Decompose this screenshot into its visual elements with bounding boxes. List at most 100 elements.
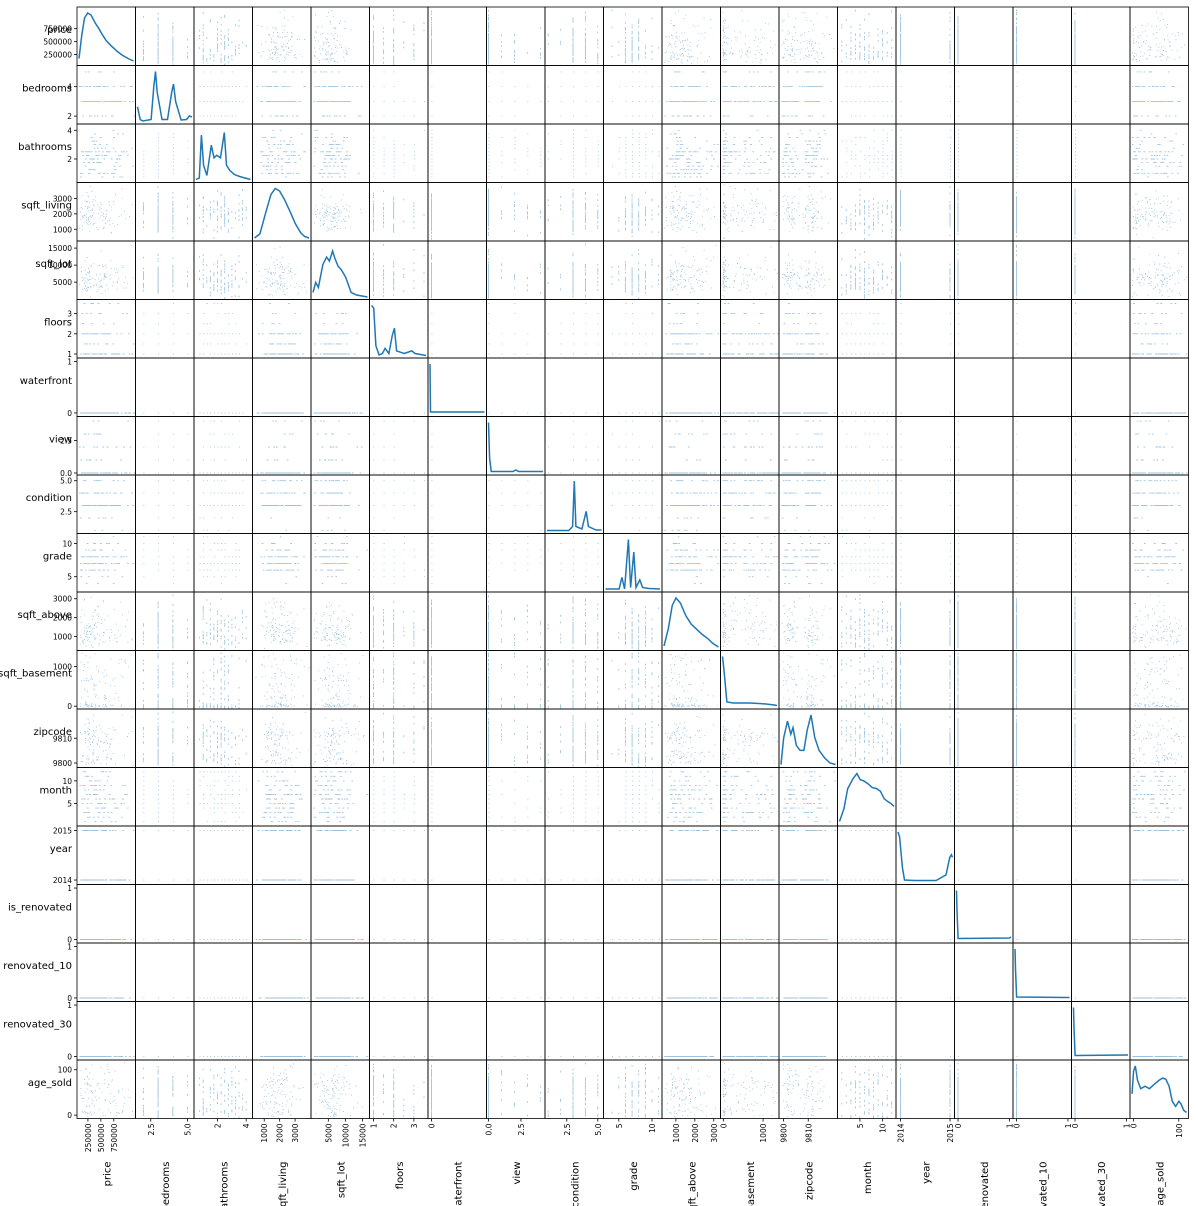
- cell-sqft_above-vs-renovated_10: [1012, 591, 1072, 651]
- scatter-points: [722, 184, 778, 239]
- scatter-points: [618, 599, 660, 651]
- cell-sqft_living-vs-floors: [369, 182, 429, 242]
- scatter-points: [142, 1066, 189, 1118]
- cell-renovated_30-vs-sqft_living: [252, 1001, 312, 1061]
- cell-frame: [1071, 533, 1131, 593]
- cell-sqft_above-vs-condition: [544, 591, 604, 651]
- cell-condition-vs-age_sold: [1129, 474, 1189, 534]
- cell-bathrooms-vs-sqft_basement: [720, 123, 780, 183]
- cell-frame: [1129, 591, 1189, 651]
- x-axis-label: age_sold: [1155, 1162, 1166, 1206]
- scatter-points: [781, 830, 837, 881]
- cell-floors-vs-bathrooms: [193, 299, 253, 359]
- cell-renovated_10-vs-grade: [603, 942, 663, 1002]
- cell-grade-vs-floors: [369, 533, 429, 593]
- scatter-points: [664, 10, 712, 64]
- scatter-points: [1133, 654, 1184, 708]
- cell-renovated_10-vs-zipcode: [778, 942, 838, 1002]
- cell-year-vs-sqft_lot: [310, 825, 370, 885]
- cell-frame: [954, 1001, 1014, 1061]
- cell-frame: [310, 474, 370, 534]
- scatter-points: [488, 712, 541, 767]
- cell-sqft_living-vs-waterfront: [427, 182, 487, 242]
- cell-grade-vs-sqft_lot: [310, 533, 370, 593]
- cell-frame: [135, 650, 195, 710]
- cell-year-vs-condition: [544, 825, 604, 885]
- cell-year-vs-sqft_above: [661, 825, 721, 885]
- cell-frame: [895, 416, 955, 476]
- cell-sqft_lot-vs-renovated_30: [1071, 240, 1131, 300]
- cell-sqft_lot-vs-is_renovated: [954, 240, 1014, 300]
- cell-frame: [603, 474, 663, 534]
- cell-bathrooms-vs-age_sold: [1129, 123, 1189, 183]
- scatter-points: [548, 536, 599, 584]
- cell-frame: [895, 474, 955, 534]
- cell-frame: [1071, 1001, 1131, 1061]
- scatter-points: [547, 655, 599, 709]
- matrix-cells: [76, 6, 1189, 1119]
- cell-frame: [954, 825, 1014, 885]
- cell-frame: [1012, 591, 1072, 651]
- kde-curve-floors: [370, 305, 427, 357]
- cell-view-vs-sqft_living: [252, 416, 312, 476]
- cell-zipcode-vs-floors: [369, 708, 429, 768]
- y-tick-label: 4: [67, 83, 72, 92]
- scatter-points: [664, 830, 719, 881]
- y-tick-label: 1000: [53, 662, 72, 671]
- cell-floors-vs-price: [76, 299, 136, 359]
- x-tick-label: 1: [370, 1123, 379, 1128]
- cell-sqft_basement-vs-bathrooms: [193, 650, 253, 710]
- x-tick-label: 1000: [672, 1123, 681, 1142]
- scatter-points: [373, 771, 415, 823]
- scatter-points: [548, 771, 599, 823]
- scatter-points: [142, 594, 189, 649]
- cell-frame: [1071, 650, 1131, 710]
- cell-zipcode-vs-condition: [544, 708, 604, 768]
- cell-frame: [837, 65, 897, 125]
- cell-frame: [544, 767, 604, 827]
- x-axis-label: sqft_above: [687, 1162, 698, 1206]
- cell-frame: [486, 942, 546, 1002]
- cell-frame: [252, 884, 312, 944]
- cell-frame: [369, 650, 429, 710]
- cell-frame: [310, 1001, 370, 1061]
- cell-zipcode-vs-age_sold: [1129, 708, 1189, 768]
- scatter-points: [782, 186, 831, 233]
- cell-frame: [1012, 416, 1072, 476]
- cell-zipcode-vs-sqft_basement: [720, 708, 780, 768]
- cell-frame: [895, 884, 955, 944]
- cell-frame: [720, 182, 780, 242]
- cell-frame: [778, 240, 838, 300]
- kde-curve-renovated_30: [1072, 1007, 1128, 1057]
- x-tick-label: 10000: [341, 1123, 350, 1147]
- cell-frame: [1012, 1059, 1072, 1119]
- cell-frame: [603, 825, 663, 885]
- cell-age_sold-vs-month: [837, 1059, 897, 1119]
- cell-sqft_basement-vs-bedrooms: [135, 650, 195, 710]
- scatter-points: [314, 536, 369, 584]
- scatter-points: [488, 9, 541, 65]
- cell-frame: [544, 123, 604, 183]
- y-tick-label: 1: [67, 1001, 72, 1010]
- scatter-points: [314, 653, 364, 708]
- cell-floors-vs-sqft_basement: [720, 299, 780, 359]
- cell-age_sold-vs-sqft_lot: [310, 1059, 370, 1119]
- cell-frame: [252, 533, 312, 593]
- cell-waterfront-vs-renovated_10: [1012, 357, 1072, 417]
- x-axis-label: renovated_30: [1097, 1162, 1108, 1206]
- scatter-points: [722, 420, 779, 474]
- cell-view-vs-month: [837, 416, 897, 476]
- cell-frame: [1012, 240, 1072, 300]
- cell-frame: [369, 708, 429, 768]
- scatter-points: [431, 313, 433, 355]
- cell-sqft_living-vs-renovated_10: [1012, 182, 1072, 242]
- cell-bedrooms-vs-year: [895, 65, 955, 125]
- cell-bathrooms-vs-view: [486, 123, 546, 183]
- cell-frame: [895, 591, 955, 651]
- cell-frame: [1012, 767, 1072, 827]
- cell-renovated_10-vs-bathrooms: [193, 942, 253, 1002]
- cell-frame: [778, 825, 838, 885]
- cell-bedrooms-vs-renovated_10: [1012, 65, 1072, 125]
- cell-renovated_30-vs-sqft_above: [661, 1001, 721, 1061]
- cell-sqft_living-vs-bedrooms: [135, 182, 195, 242]
